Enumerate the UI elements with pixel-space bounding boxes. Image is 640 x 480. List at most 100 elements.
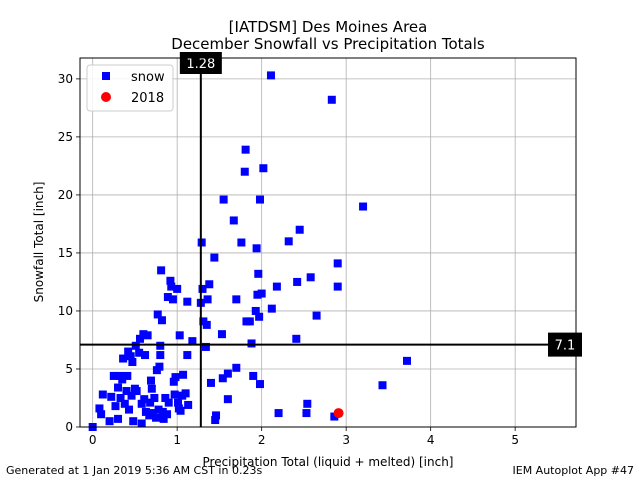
data-point-snow [143, 331, 152, 340]
data-point-snow [202, 320, 211, 329]
y-tick-label: 15 [58, 246, 73, 260]
data-point-snow [119, 354, 128, 363]
data-point-snow [175, 331, 184, 340]
data-point-snow [131, 341, 140, 350]
data-point-snow [295, 225, 304, 234]
data-point-snow [169, 377, 178, 386]
legend-label-2018: 2018 [131, 91, 164, 106]
data-point-snow [150, 393, 159, 402]
data-point-snow [174, 398, 183, 407]
data-point-2018 [333, 408, 344, 419]
data-point-snow [98, 390, 107, 399]
data-point-snow [198, 284, 207, 293]
data-point-snow [223, 395, 232, 404]
data-point-snow [97, 410, 106, 419]
data-point-snow [240, 167, 249, 176]
data-point-snow [168, 295, 177, 304]
data-point-snow [205, 280, 214, 289]
data-point-snow [272, 282, 281, 291]
legend-label-snow: snow [131, 70, 165, 85]
data-point-snow [218, 374, 227, 383]
legend: snow 2018 [86, 64, 174, 112]
footer-generated-text: Generated at 1 Jan 2019 5:36 AM CST in 0… [6, 464, 263, 477]
x-tick-label: 4 [427, 433, 435, 447]
data-point-snow [378, 381, 387, 390]
data-point-snow [124, 347, 133, 356]
data-point-snow [255, 312, 264, 321]
data-point-snow [232, 295, 241, 304]
data-point-snow [306, 273, 315, 282]
data-point-snow [183, 297, 192, 306]
data-point-snow [211, 416, 220, 425]
y-axis-label: Snowfall Total [inch] [32, 182, 46, 303]
data-point-snow [251, 306, 260, 315]
data-point-snow [241, 145, 250, 154]
data-point-snow [219, 195, 228, 204]
data-point-snow [284, 237, 293, 246]
x-axis-ticks: 0 1 2 3 4 5 [89, 427, 519, 447]
data-point-snow [359, 202, 368, 211]
data-point-snow [137, 399, 146, 408]
data-point-snow [114, 414, 123, 423]
data-point-snow [303, 399, 312, 408]
data-point-snow [229, 216, 238, 225]
data-point-snow [157, 266, 166, 275]
y-tick-label: 25 [58, 130, 73, 144]
data-point-snow [249, 371, 258, 380]
data-point-snow [293, 277, 302, 286]
data-point-snow [203, 295, 212, 304]
data-point-snow [173, 284, 182, 293]
y-tick-label: 0 [65, 420, 73, 434]
data-point-snow [146, 398, 155, 407]
y-axis-ticks: 0 5 10 15 20 25 30 [58, 72, 80, 434]
data-point-snow [247, 339, 256, 348]
data-point-snow [153, 310, 162, 319]
data-point-snow [210, 253, 219, 262]
data-point-snow [118, 375, 127, 384]
y-tick-label: 10 [58, 304, 73, 318]
data-point-snow [141, 351, 150, 360]
legend-marker-2018 [101, 92, 111, 102]
data-point-snow [148, 409, 157, 418]
data-point-snow [164, 398, 173, 407]
grid-lines [80, 58, 576, 428]
data-point-snow [157, 316, 166, 325]
data-point-snow [116, 393, 125, 402]
y-tick-label: 5 [65, 362, 73, 376]
data-point-snow [255, 380, 264, 389]
data-point-snow [156, 351, 165, 360]
data-point-snow [171, 373, 180, 382]
data-point-snow [223, 369, 232, 378]
data-point-snow [125, 405, 134, 414]
data-point-snow [253, 290, 262, 299]
data-point-snow [152, 413, 161, 422]
data-point-snow [212, 411, 221, 420]
data-point-snow [333, 282, 342, 291]
data-point-snow [255, 195, 264, 204]
data-point-snow [267, 304, 276, 313]
chart-title: [IATDSM] Des Moines Area [229, 18, 428, 36]
data-point-snow [132, 387, 141, 396]
data-point-snow [163, 410, 172, 419]
data-point-snow [183, 351, 192, 360]
data-point-snow [181, 389, 190, 398]
data-point-snow [259, 164, 268, 173]
data-point-snow [232, 363, 241, 372]
data-point-snow [161, 393, 170, 402]
data-point-snow [107, 392, 116, 401]
data-point-snow [245, 317, 254, 326]
plot-frame [79, 57, 577, 428]
data-point-snow [146, 376, 155, 385]
data-point-snow [170, 390, 179, 399]
data-point-snow [159, 414, 168, 423]
data-point-snow [122, 387, 131, 396]
data-point-snow [166, 276, 175, 285]
data-point-snow [109, 371, 118, 380]
x-tick-label: 3 [342, 433, 350, 447]
data-point-snow [163, 293, 172, 302]
data-point-snow [135, 334, 144, 343]
data-point-snow [156, 341, 165, 350]
data-point-snow [201, 342, 210, 351]
data-point-snow [176, 406, 185, 415]
data-point-snow [179, 370, 188, 379]
